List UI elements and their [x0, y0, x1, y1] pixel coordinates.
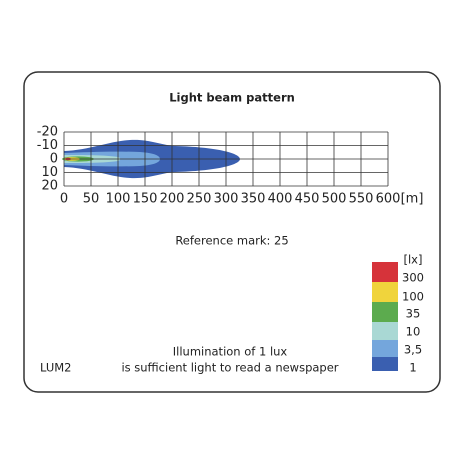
swatch [372, 340, 398, 357]
y-tick-label: 0 [50, 152, 58, 167]
x-tick-label: 500 [322, 192, 347, 207]
legend-swatches [372, 262, 398, 371]
x-tick-label: 100 [106, 192, 131, 207]
grid: 0 50 100 150 200 250 300 350 400 450 500 550 600-20-… [37, 125, 401, 207]
legend-label: 100 [402, 290, 424, 304]
x-tick-label: 50 [83, 192, 100, 207]
y-tick-label: 10 [41, 165, 58, 180]
x-tick-label: 450 [295, 192, 320, 207]
note-line: Illumination of 1 lux [173, 345, 288, 359]
swatch [372, 357, 398, 371]
x-tick-label: 600 [376, 192, 401, 207]
x-unit: [m] [401, 192, 424, 207]
y-tick-label: -10 [37, 138, 58, 153]
model: LUM2 [40, 361, 72, 375]
swatch [372, 262, 398, 282]
legend-label: 1 [409, 361, 416, 375]
swatch [372, 282, 398, 302]
legend-label: 3,5 [404, 343, 422, 357]
x-tick-label: 250 [187, 192, 212, 207]
x-tick-label: 350 [241, 192, 266, 207]
legend-labels: 300 100 35 10 3,5 1 [402, 271, 424, 375]
note-line: is sufficient light to read a newspaper [121, 361, 338, 375]
reference-mark: Reference mark: 25 [175, 234, 288, 248]
legend-label: 35 [406, 307, 421, 321]
title: Light beam pattern [169, 91, 295, 105]
legend-label: 10 [406, 325, 421, 339]
x-tick-label: 150 [133, 192, 158, 207]
x-tick-label: 200 [160, 192, 185, 207]
x-tick-label: 0 [60, 192, 68, 207]
x-tick-label: 550 [349, 192, 374, 207]
x-tick-label: 400 [268, 192, 293, 207]
swatch [372, 302, 398, 322]
y-tick-label: -20 [37, 125, 58, 140]
swatch [372, 322, 398, 340]
x-tick-label: 300 [214, 192, 239, 207]
legend-label: 300 [402, 271, 424, 285]
legend-unit: [lx] [404, 253, 423, 267]
y-tick-label: 20 [41, 179, 58, 194]
